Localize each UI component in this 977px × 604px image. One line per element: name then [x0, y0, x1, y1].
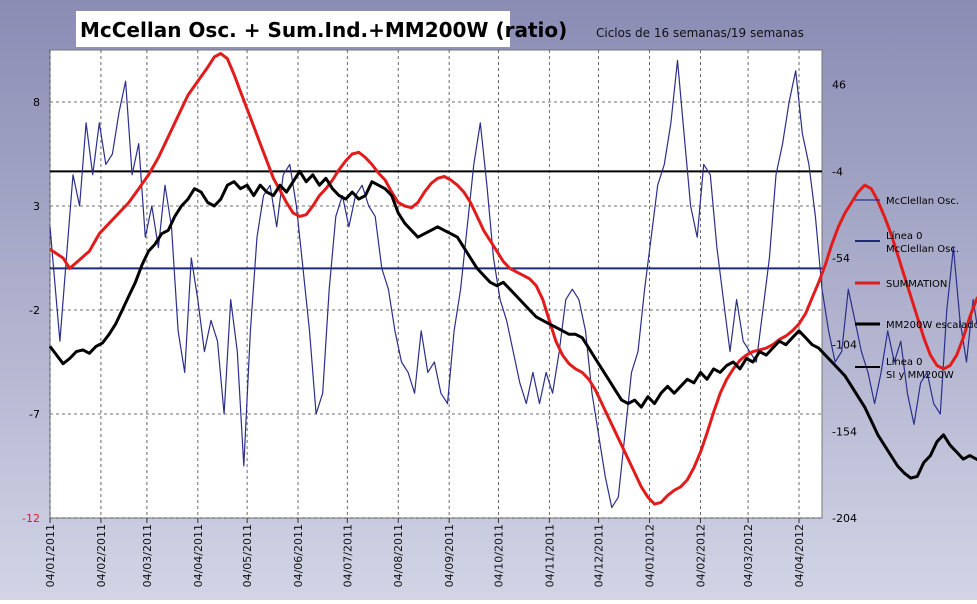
legend: McClellan Osc. Línea 0 McClellan Osc. SUMMA… [855, 196, 977, 381]
legend-label: Línea 0 McClellan Osc. [886, 230, 959, 255]
legend-label: SUMMATION [886, 279, 947, 290]
x-tick-label: 04/07/2011 [341, 524, 354, 587]
x-tick-label: 04/11/2011 [543, 524, 556, 587]
legend-label: MM200W escalado [886, 320, 977, 331]
reference-lines [50, 170, 822, 270]
legend-label: Línea 0 SI y MM200W [886, 356, 954, 381]
series-layer [48, 52, 977, 509]
x-tick-label: 04/09/2011 [443, 524, 456, 587]
right-tick-label: -154 [832, 425, 857, 438]
right-tick-label: -104 [832, 339, 857, 352]
right-axis: 46 -4 -54 -104 -154 -204 [832, 79, 857, 525]
left-tick-label: -7 [29, 408, 40, 421]
series-summation [49, 52, 977, 506]
x-tick-label: 04/06/2011 [292, 524, 305, 587]
x-tick-label: 04/02/2012 [694, 524, 707, 587]
x-tick-label: 04/01/2011 [44, 524, 57, 587]
x-tick-label: 04/02/2011 [95, 524, 108, 587]
x-tick-label: 04/04/2012 [793, 524, 806, 587]
x-tick-label: 04/12/2011 [593, 524, 606, 587]
right-tick-label: -4 [832, 165, 843, 178]
series-mm200w-escalado [48, 169, 977, 480]
chart-title: McCellan Osc. + Sum.Ind.+MM200W (ratio) [80, 18, 567, 42]
chart-subtitle: Ciclos de 16 semanas/19 semanas [596, 26, 804, 40]
x-tick-label: 04/08/2011 [392, 524, 405, 587]
x-tick-label: 04/01/2012 [644, 524, 657, 587]
x-tick-label: 04/04/2011 [192, 524, 205, 587]
title-box [76, 11, 510, 47]
left-axis: 8 3 -2 -7 -12 [22, 96, 40, 525]
right-tick-label: -54 [832, 252, 850, 265]
left-tick-label: -2 [29, 304, 40, 317]
x-axis: 04/01/2011 04/02/2011 04/03/2011 04/04/2011… [44, 518, 806, 587]
x-tick-label: 04/03/2011 [141, 524, 154, 587]
right-tick-label: 46 [832, 79, 846, 92]
left-tick-label: -12 [22, 512, 40, 525]
plot-area [49, 49, 823, 519]
right-tick-label: -204 [832, 512, 857, 525]
x-tick-label: 04/05/2011 [241, 524, 254, 587]
x-tick-label: 04/03/2012 [742, 524, 755, 587]
legend-label: McClellan Osc. [886, 196, 959, 207]
x-tick-label: 04/10/2011 [492, 524, 505, 587]
left-tick-label: 3 [33, 200, 40, 213]
left-tick-label: 8 [33, 96, 40, 109]
